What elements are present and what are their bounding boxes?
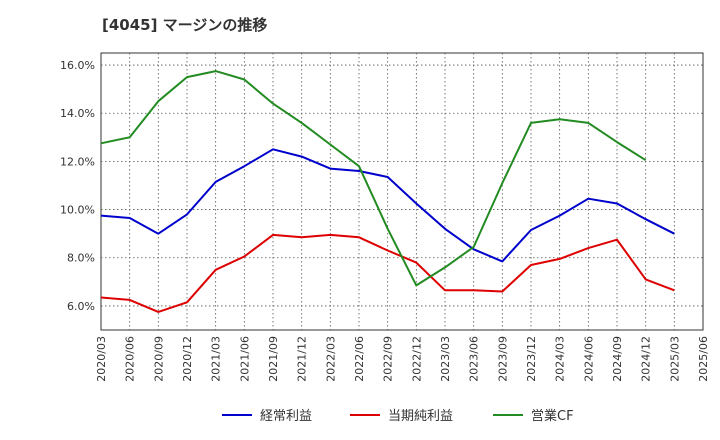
x-tick-label: 2021/06 — [238, 336, 251, 382]
y-tick-label: 8.0% — [67, 252, 95, 265]
x-tick-label: 2023/09 — [496, 336, 509, 382]
x-tick-label: 2021/03 — [210, 336, 223, 382]
x-axis-tick-labels: 2020/03 2020/06 2020/09 2020/12 2021/03 2021/… — [95, 336, 710, 382]
x-tick-label: 2024/03 — [554, 336, 567, 382]
x-tick-label: 2022/06 — [353, 336, 366, 382]
chart-title: [4045] マージンの推移 — [102, 16, 267, 34]
x-tick-label: 2023/06 — [468, 336, 481, 382]
legend-label: 当期純利益 — [388, 409, 453, 424]
x-tick-label: 2020/03 — [95, 336, 108, 382]
y-axis-tick-labels: 6.0% 8.0% 10.0% 12.0% 14.0% 16.0% — [60, 59, 95, 313]
legend-label: 経常利益 — [260, 409, 312, 424]
x-tick-label: 2024/06 — [582, 336, 595, 382]
series-line — [100, 70, 647, 287]
y-tick-label: 12.0% — [60, 155, 95, 168]
x-tick-label: 2025/06 — [697, 336, 710, 382]
x-tick-label: 2020/06 — [124, 336, 137, 382]
x-tick-label: 2020/09 — [152, 336, 165, 382]
y-tick-label: 10.0% — [60, 204, 95, 217]
y-tick-label: 14.0% — [60, 107, 95, 120]
x-tick-label: 2022/03 — [324, 336, 337, 382]
series-line — [100, 233, 675, 313]
x-tick-label: 2022/12 — [410, 336, 423, 382]
series-line — [100, 148, 675, 263]
y-tick-label: 16.0% — [60, 59, 95, 72]
x-tick-label: 2025/03 — [668, 336, 681, 382]
x-tick-label: 2021/12 — [296, 336, 309, 382]
x-tick-label: 2024/09 — [611, 336, 624, 382]
y-tick-label: 6.0% — [67, 300, 95, 313]
x-tick-label: 2024/12 — [640, 336, 653, 382]
series-lines — [100, 70, 675, 313]
x-tick-label: 2020/12 — [181, 336, 194, 382]
x-tick-label: 2023/12 — [525, 336, 538, 382]
x-tick-label: 2023/03 — [439, 336, 452, 382]
x-tick-label: 2022/09 — [382, 336, 395, 382]
legend: 経常利益 当期純利益 営業CF — [222, 408, 574, 424]
x-tick-label: 2021/09 — [267, 336, 280, 382]
legend-label: 営業CF — [531, 408, 574, 424]
